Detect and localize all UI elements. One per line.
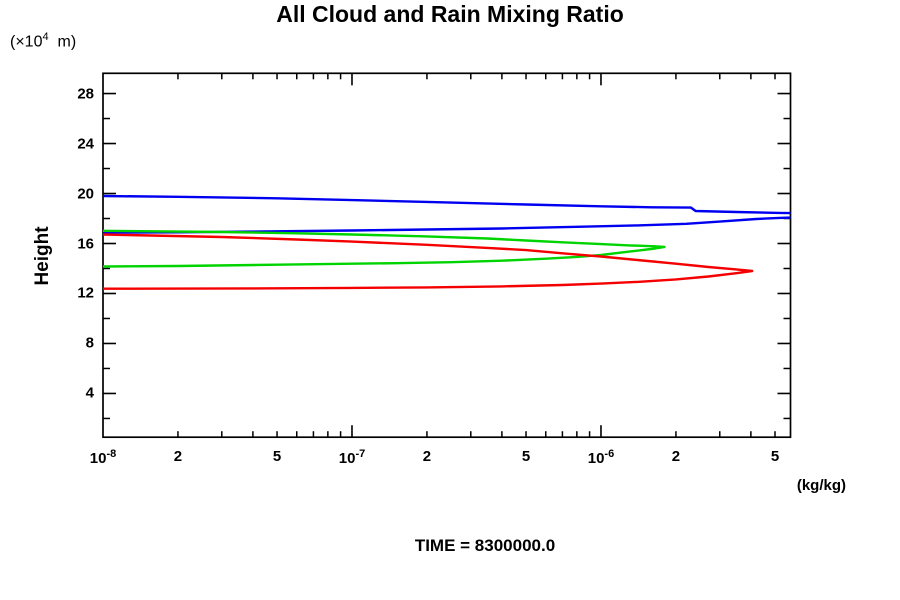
y-tick-label: 12: [77, 284, 94, 302]
x-tick-label-base: 10: [89, 450, 107, 467]
x-tick-label: 5: [522, 448, 530, 465]
plot-frame: [102, 72, 792, 439]
y-tick-label: 28: [77, 85, 94, 103]
x-tick-label: 2: [672, 448, 680, 465]
x-tick-label-exponent: -6: [604, 448, 615, 460]
x-tick-labels: 10-8 2 5 10-7 2 5 10-6 2 5: [0, 448, 900, 474]
y-tick-label: 16: [77, 235, 94, 252]
chart-title: All Cloud and Rain Mixing Ratio: [276, 1, 624, 27]
y-tick-label: 20: [77, 185, 94, 203]
y-unit-prefix: (×10: [10, 33, 43, 51]
x-tick-label-exponent: -8: [106, 448, 117, 460]
series-blue-profile: [103, 194, 791, 234]
x-tick-label-base: 5: [272, 448, 282, 465]
y-unit-suffix: m): [48, 33, 77, 51]
time-caption: TIME = 8300000.0: [414, 536, 556, 555]
y-axis-unit-label: (×104 m): [10, 31, 76, 51]
x-tick-label-exponent: -7: [355, 448, 366, 460]
x-tick-label-base: 5: [770, 448, 780, 465]
x-tick-label-base: 10: [338, 450, 356, 467]
x-axis-unit-label: (kg/kg): [796, 477, 846, 494]
x-tick-label-base: 10: [587, 450, 605, 467]
x-tick-label: 10-8: [90, 448, 116, 467]
x-tick-label: 10-7: [339, 448, 365, 467]
x-tick-label: 2: [423, 448, 431, 465]
series-red-profile: [103, 233, 754, 290]
y-tick-label: 8: [85, 334, 94, 352]
y-tick-label: 24: [77, 135, 94, 153]
x-tick-label-base: 2: [173, 448, 183, 465]
x-tick-label: 5: [771, 448, 779, 465]
x-tick-label-base: 2: [671, 448, 681, 465]
y-unit-exponent: 4: [42, 31, 49, 43]
y-tick-label: 4: [85, 384, 94, 402]
x-tick-label: 5: [273, 448, 281, 465]
x-tick-label: 2: [174, 448, 182, 465]
series-green-profile: [103, 229, 666, 268]
y-tick-labels: 4 8 12 16 20 24 28: [0, 0, 94, 600]
x-tick-label: 10-6: [588, 448, 614, 467]
x-tick-label-base: 2: [422, 448, 432, 465]
x-tick-label-base: 5: [521, 448, 531, 465]
